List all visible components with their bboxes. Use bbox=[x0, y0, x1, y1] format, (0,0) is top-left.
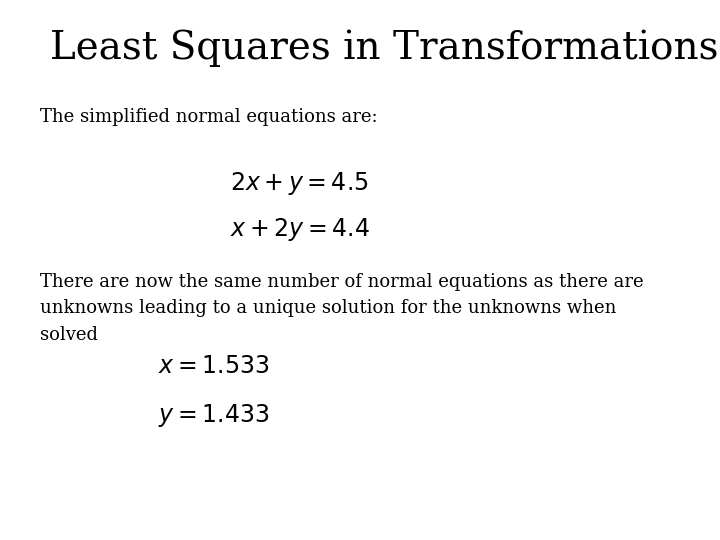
Text: $x+2y=4.4$: $x+2y=4.4$ bbox=[230, 216, 370, 243]
Text: $2x+y=4.5$: $2x+y=4.5$ bbox=[230, 170, 369, 197]
Text: Least Squares in Transformations: Least Squares in Transformations bbox=[50, 30, 719, 67]
Text: The simplified normal equations are:: The simplified normal equations are: bbox=[40, 108, 377, 126]
Text: $y=1.433$: $y=1.433$ bbox=[158, 402, 270, 429]
Text: $x=1.533$: $x=1.533$ bbox=[158, 354, 270, 377]
Text: There are now the same number of normal equations as there are
unknowns leading : There are now the same number of normal … bbox=[40, 273, 643, 343]
